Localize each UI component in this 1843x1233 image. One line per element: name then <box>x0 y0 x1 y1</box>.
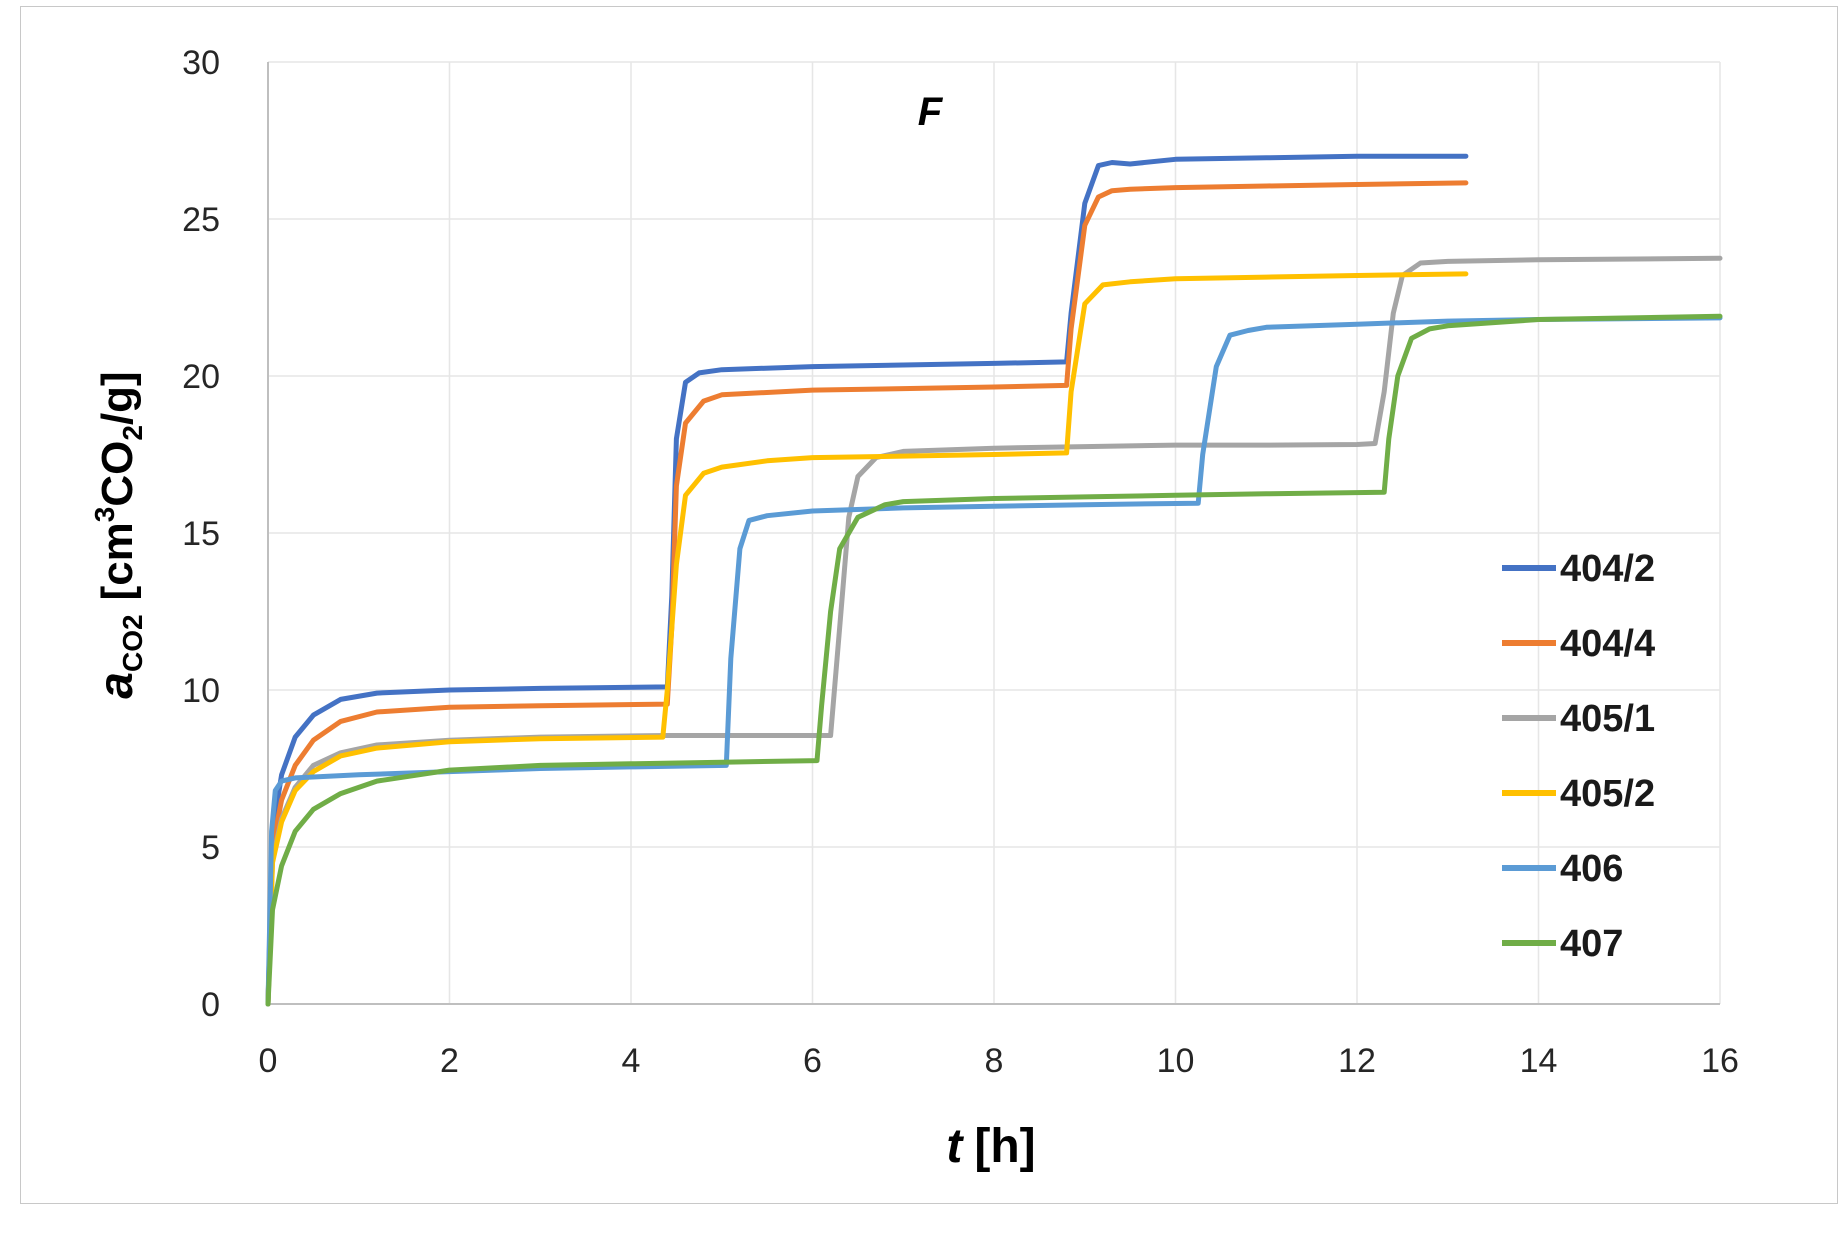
y-tick-label: 20 <box>182 358 220 396</box>
y-tick-label: 0 <box>201 986 220 1024</box>
figure-frame <box>20 6 1838 1204</box>
series-line-404-2 <box>265 153 1469 1007</box>
chart-title: F <box>918 90 944 134</box>
series-line-405-1 <box>265 255 1723 1007</box>
series-line-405-2 <box>265 271 1469 1007</box>
x-tick-label: 16 <box>1701 1042 1739 1080</box>
x-tick-label: 14 <box>1520 1042 1558 1080</box>
x-tick-label: 10 <box>1157 1042 1195 1080</box>
x-tick-labels: 0 2 4 6 8 10 12 14 16 <box>259 1042 1739 1080</box>
y-tick-label: 25 <box>182 201 220 239</box>
axes <box>267 62 1720 1005</box>
x-tick-label: 12 <box>1338 1042 1376 1080</box>
series-line-404-4 <box>265 180 1469 1007</box>
x-tick-label: 6 <box>803 1042 822 1080</box>
y-tick-label: 5 <box>201 829 220 867</box>
legend-label: 406 <box>1560 848 1623 890</box>
x-tick-label: 2 <box>440 1042 459 1080</box>
legend-label: 404/4 <box>1560 623 1655 665</box>
series-lines <box>265 153 1723 1007</box>
gridlines <box>267 61 1721 1004</box>
y-tick-label: 15 <box>182 515 220 553</box>
x-tick-label: 0 <box>259 1042 278 1080</box>
x-tick-label: 8 <box>985 1042 1004 1080</box>
y-tick-labels: 0 5 10 15 20 25 30 <box>182 44 220 1024</box>
legend-label: 407 <box>1560 923 1623 965</box>
series-line-406 <box>265 315 1723 1007</box>
y-axis-label: aCO2[cm3CO2/g] <box>89 371 148 698</box>
y-tick-label: 30 <box>182 44 220 82</box>
x-tick-label: 4 <box>622 1042 641 1080</box>
legend-label: 405/1 <box>1560 698 1655 740</box>
legend: 404/2 404/4 405/1 405/2 406 407 <box>1502 548 1655 965</box>
series-line-407 <box>265 313 1723 1007</box>
legend-label: 405/2 <box>1560 773 1655 815</box>
legend-label: 404/2 <box>1560 548 1655 590</box>
x-axis-label: t [h] <box>946 1120 1035 1173</box>
y-tick-label: 10 <box>182 672 220 710</box>
